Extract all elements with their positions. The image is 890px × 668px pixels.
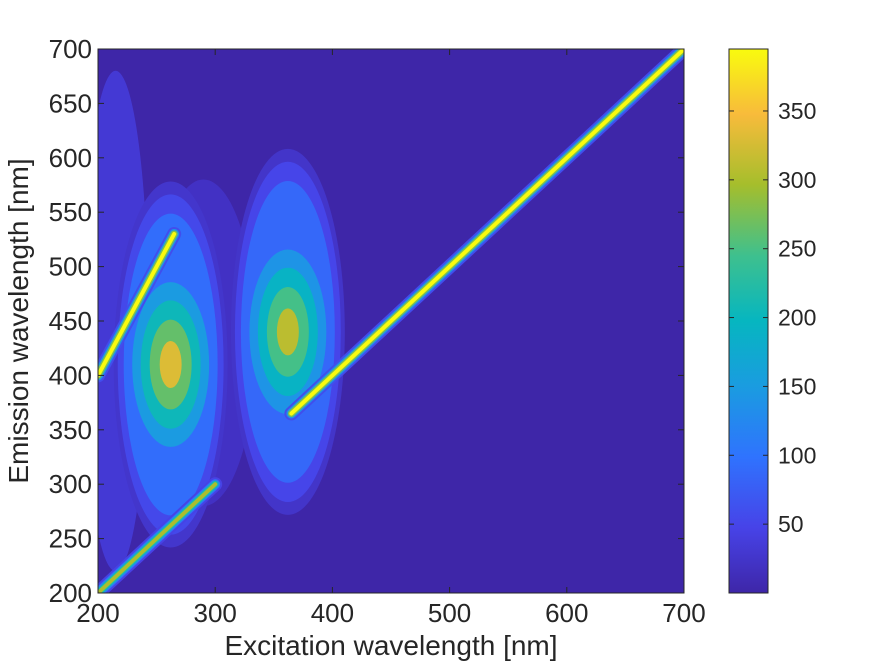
- y-tick-label: 450: [49, 306, 92, 336]
- heatmap-layer: [98, 49, 684, 593]
- colorbar-tick-label: 350: [778, 98, 816, 124]
- colorbar-tick-label: 50: [778, 511, 804, 537]
- colorbar-ticks: 50 100 150 200 250 300 350: [729, 98, 816, 537]
- y-tick-label: 200: [49, 578, 92, 608]
- y-axis-ticks: 200 250 300 350 400 450 500 550 600 650 700: [49, 34, 684, 608]
- colorbar-tick-label: 100: [778, 442, 816, 468]
- colorbar-tick-label: 150: [778, 373, 816, 399]
- peak-contour: [276, 308, 299, 356]
- x-tick-label: 300: [194, 598, 237, 628]
- colorbar-tick-label: 200: [778, 305, 816, 331]
- y-tick-label: 650: [49, 88, 92, 118]
- colorbar-tick-label: 250: [778, 236, 816, 262]
- x-tick-label: 700: [662, 598, 705, 628]
- y-tick-label: 400: [49, 360, 92, 390]
- scatter-band: [289, 49, 684, 416]
- peak-contour: [159, 341, 182, 389]
- x-axis-ticks: 200 300 400 500 600 700: [76, 49, 706, 628]
- colorbar-tick-label: 300: [778, 167, 816, 193]
- colorbar: [728, 48, 769, 594]
- y-tick-label: 700: [49, 34, 92, 64]
- y-tick-label: 500: [49, 252, 92, 282]
- x-axis-label: Excitation wavelength [nm]: [224, 630, 557, 661]
- scatter-band: [98, 482, 218, 593]
- y-tick-label: 350: [49, 415, 92, 445]
- y-tick-label: 300: [49, 469, 92, 499]
- y-tick-label: 600: [49, 143, 92, 173]
- x-tick-label: 500: [428, 598, 471, 628]
- y-axis-label: Emission wavelength [nm]: [3, 158, 34, 483]
- y-tick-label: 550: [49, 197, 92, 227]
- scatter-band: [98, 231, 177, 378]
- x-tick-label: 400: [311, 598, 354, 628]
- x-tick-label: 600: [545, 598, 588, 628]
- x-tick-label: 200: [76, 598, 119, 628]
- y-tick-label: 250: [49, 524, 92, 554]
